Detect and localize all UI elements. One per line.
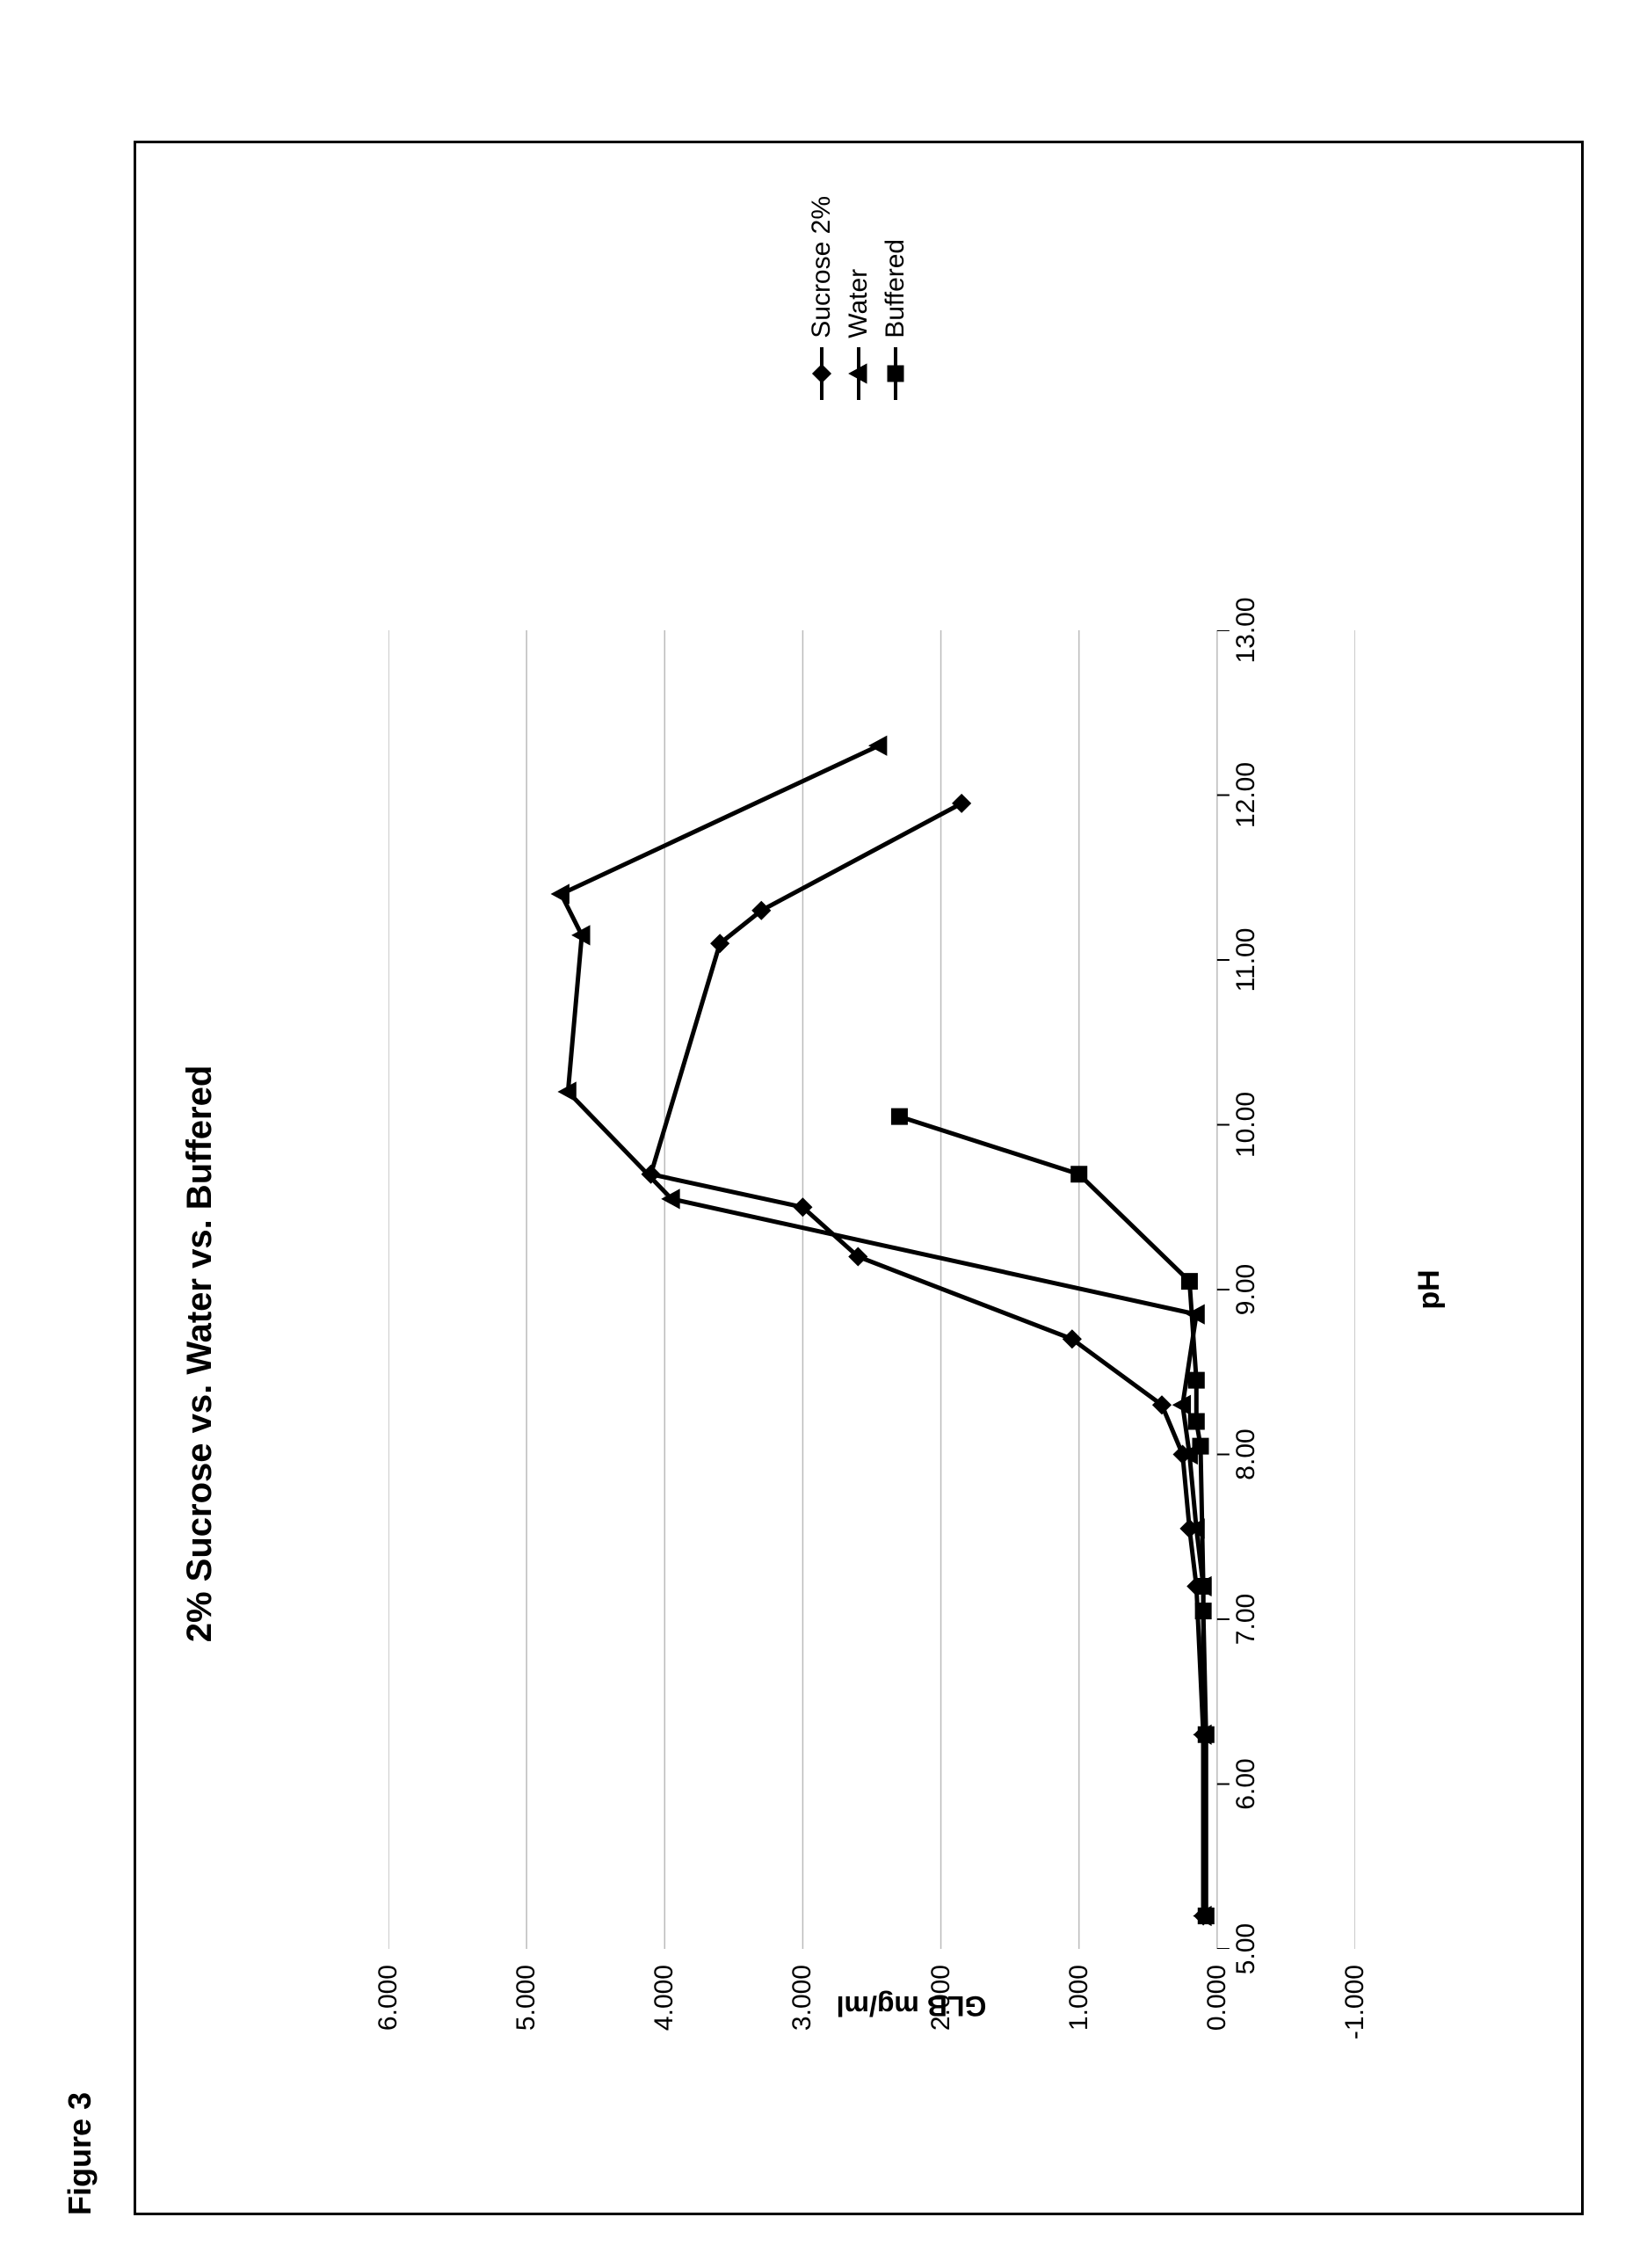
x-tick-label: 13.00 [1231,597,1261,663]
chart-title: 2% Sucrose vs. Water vs. Buffered [180,495,220,2213]
legend-label: Water [844,269,874,338]
legend-swatch [809,347,835,400]
x-tick-label: 9.00 [1231,1264,1261,1315]
y-tick-label: 0.000 [1202,1965,1232,2031]
y-tick-label: 4.000 [649,1965,679,2031]
legend-swatch [845,347,872,400]
legend-item: Water [844,196,874,400]
y-tick-label: 5.000 [512,1965,541,2031]
y-tick-label: -1.000 [1340,1965,1370,2039]
legend-item: Buffered [881,196,911,400]
legend: Sucrose 2%WaterBuffered [800,196,918,400]
x-tick-label: 11.00 [1231,928,1261,992]
legend-swatch [882,347,909,400]
x-axis-ticks: 5.006.007.008.009.0010.0011.0012.0013.00 [1360,630,1395,1949]
x-tick-label: 8.00 [1231,1428,1261,1479]
x-tick-label: 10.00 [1231,1092,1261,1158]
x-tick-label: 12.00 [1231,762,1261,828]
chart-plot-area: GLB mg/ml 6.0005.0004.0003.0002.0001.000… [362,560,1461,2054]
x-axis-title: pH [1412,630,1447,1949]
x-tick-label: 6.00 [1231,1758,1261,1809]
figure-label: Figure 3 [62,79,98,2215]
plot-region [388,630,1355,1949]
legend-label: Sucrose 2% [807,196,837,338]
y-tick-label: 2.000 [926,1965,956,2031]
y-tick-label: 6.000 [374,1965,403,2031]
chart-container: 2% Sucrose vs. Water vs. Buffered GLB mg… [134,141,1584,2215]
legend-item: Sucrose 2% [807,196,837,400]
legend-label: Buffered [881,239,911,338]
x-tick-label: 5.00 [1231,1923,1261,1974]
x-tick-label: 7.00 [1231,1594,1261,1645]
y-tick-label: 3.000 [787,1965,817,2031]
y-axis-ticks: 6.0005.0004.0003.0002.0001.0000.000-1.00… [388,1958,1355,2046]
y-tick-label: 1.000 [1064,1965,1094,2031]
